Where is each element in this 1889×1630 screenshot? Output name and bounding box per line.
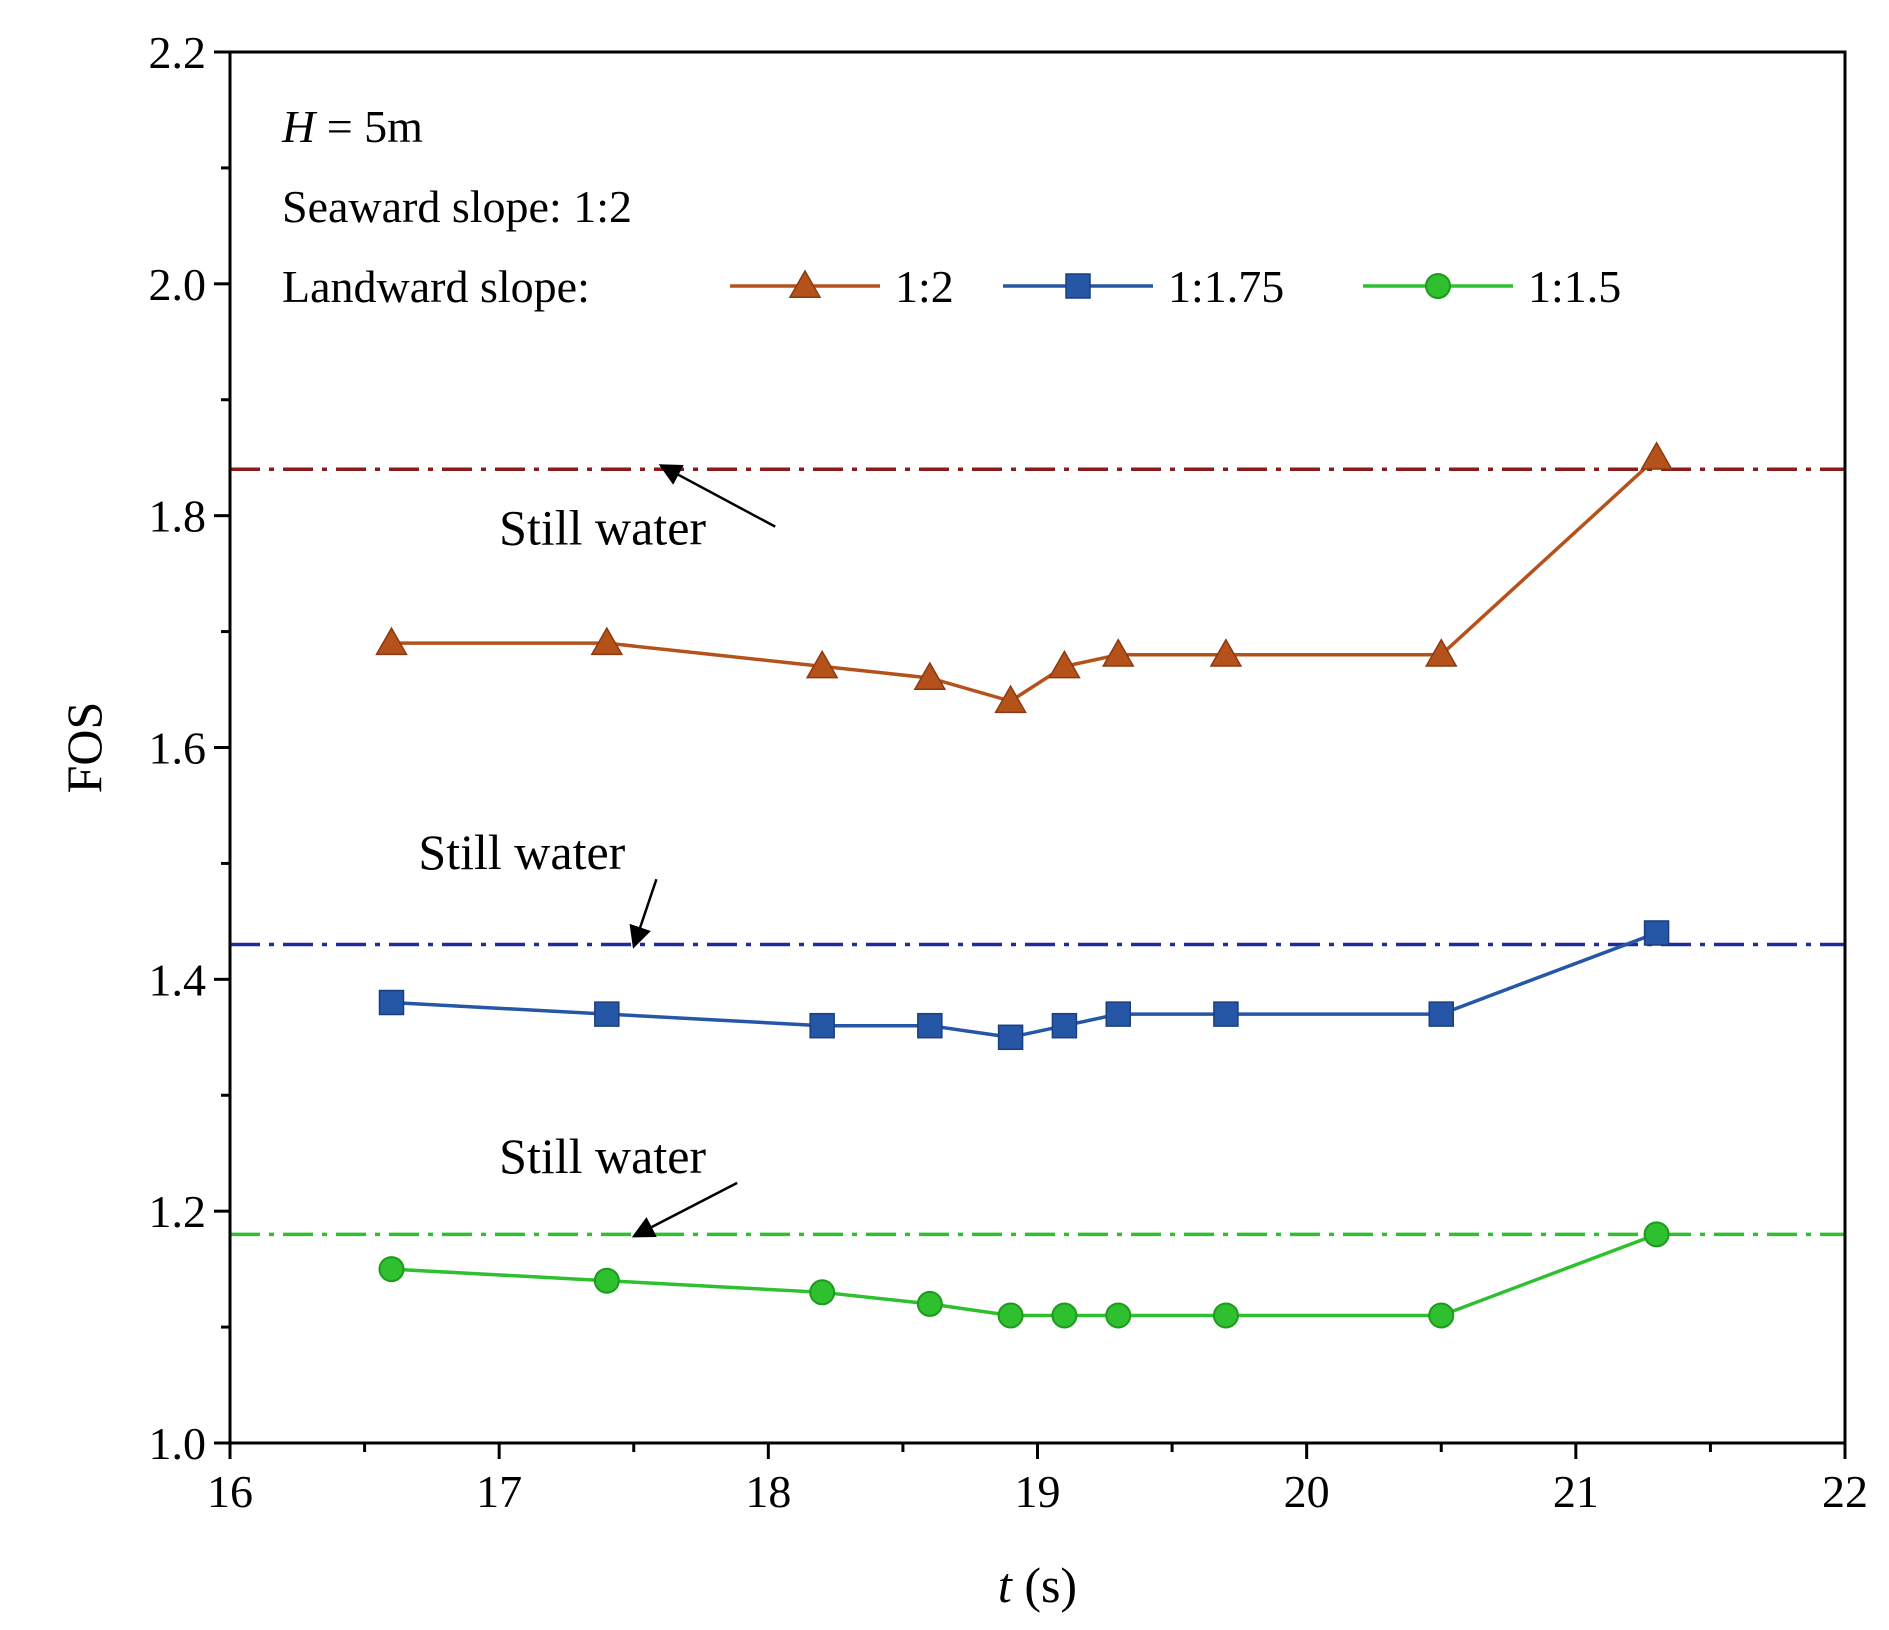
series-circle bbox=[378, 1221, 1670, 1329]
legend-marker bbox=[1425, 273, 1451, 299]
series-line bbox=[391, 1232, 1658, 1318]
legend-item: 1:1.75 bbox=[1003, 261, 1284, 312]
still-water-label: Still water bbox=[499, 500, 706, 556]
data-point bbox=[1101, 638, 1135, 667]
series-line bbox=[391, 931, 1658, 1040]
data-point bbox=[809, 1012, 835, 1039]
series-triangle bbox=[375, 441, 1673, 714]
data-point bbox=[1213, 1001, 1239, 1027]
reference-lines: Still water Still water Still water bbox=[230, 464, 1845, 1238]
still-water-label: Still water bbox=[499, 1128, 706, 1184]
y-tick-label: 1.6 bbox=[149, 723, 207, 774]
legend-marker bbox=[788, 269, 822, 298]
legend-item: 1:2 bbox=[730, 261, 954, 312]
data-point bbox=[1428, 1302, 1455, 1329]
data-point bbox=[997, 1024, 1024, 1051]
data-point bbox=[375, 626, 408, 656]
legend-marker bbox=[1065, 273, 1091, 299]
x-axis-label: t (s) bbox=[998, 1557, 1077, 1613]
x-tick-label: 20 bbox=[1284, 1466, 1330, 1517]
data-point bbox=[917, 1012, 943, 1039]
series-square bbox=[378, 920, 1670, 1051]
data-point bbox=[378, 1256, 405, 1283]
wave-height-value: = 5m bbox=[315, 101, 423, 152]
still-water-label: Still water bbox=[418, 824, 625, 880]
x-tick-label: 17 bbox=[476, 1466, 522, 1517]
data-point bbox=[1212, 1302, 1239, 1329]
data-point bbox=[997, 1302, 1024, 1329]
x-axis-unit: (s) bbox=[1012, 1557, 1077, 1613]
annotation-block: H = 5m Seaward slope: 1:2 Landward slope… bbox=[281, 101, 632, 312]
y-tick-label: 1.2 bbox=[149, 1186, 207, 1237]
data-point bbox=[805, 649, 839, 679]
data-point bbox=[1105, 1302, 1132, 1329]
data-point bbox=[1209, 638, 1243, 667]
data-point bbox=[590, 626, 624, 656]
data-point bbox=[1643, 920, 1670, 946]
series-line bbox=[391, 456, 1658, 704]
series-layer bbox=[375, 441, 1673, 1329]
wave-height-annotation: H = 5m bbox=[281, 101, 423, 152]
data-point bbox=[1105, 1001, 1131, 1027]
data-point bbox=[593, 1267, 620, 1294]
legend-label: 1:1.75 bbox=[1168, 261, 1284, 312]
y-tick-label: 1.8 bbox=[149, 491, 207, 542]
data-point bbox=[916, 1290, 943, 1317]
data-point bbox=[378, 989, 405, 1016]
data-point bbox=[1643, 1221, 1670, 1248]
data-point bbox=[1640, 441, 1673, 470]
y-tick-label: 2.0 bbox=[149, 259, 207, 310]
data-point bbox=[1051, 1012, 1078, 1039]
x-tick-label: 22 bbox=[1822, 1466, 1868, 1517]
landward-slope-label: Landward slope: bbox=[282, 261, 590, 312]
data-point bbox=[594, 1001, 620, 1027]
x-tick-label: 21 bbox=[1553, 1466, 1599, 1517]
x-tick-label: 18 bbox=[745, 1466, 791, 1517]
legend: 1:2 1:1.75 1:1.5 bbox=[730, 261, 1621, 312]
data-point bbox=[1051, 1302, 1078, 1329]
y-tick-label: 1.0 bbox=[149, 1418, 207, 1469]
data-point bbox=[994, 684, 1027, 714]
wave-height-symbol: H bbox=[281, 101, 318, 152]
still-water-arrow bbox=[658, 464, 776, 528]
legend-label: 1:2 bbox=[895, 261, 954, 312]
still-water-arrow bbox=[631, 1181, 738, 1238]
legend-item: 1:1.5 bbox=[1363, 261, 1621, 312]
y-tick-label: 1.4 bbox=[149, 954, 207, 1005]
data-point bbox=[1048, 649, 1081, 679]
data-point bbox=[1428, 1001, 1454, 1027]
x-tick-label: 16 bbox=[207, 1466, 253, 1517]
y-axis-label: FOS bbox=[56, 702, 112, 794]
x-tick-label: 19 bbox=[1015, 1466, 1061, 1517]
still-water-arrow bbox=[629, 878, 658, 949]
axes: 16 17 18 19 20 21 22 1.0 1.2 1.4 1.6 1.8 2.0 2.2 bbox=[149, 27, 1869, 1517]
legend-label: 1:1.5 bbox=[1528, 261, 1621, 312]
seaward-slope-annotation: Seaward slope: 1:2 bbox=[282, 181, 632, 232]
data-point bbox=[1424, 638, 1458, 667]
y-tick-label: 2.2 bbox=[149, 27, 207, 78]
x-axis-variable: t bbox=[998, 1557, 1013, 1613]
data-point bbox=[809, 1279, 836, 1306]
data-point bbox=[913, 661, 947, 690]
